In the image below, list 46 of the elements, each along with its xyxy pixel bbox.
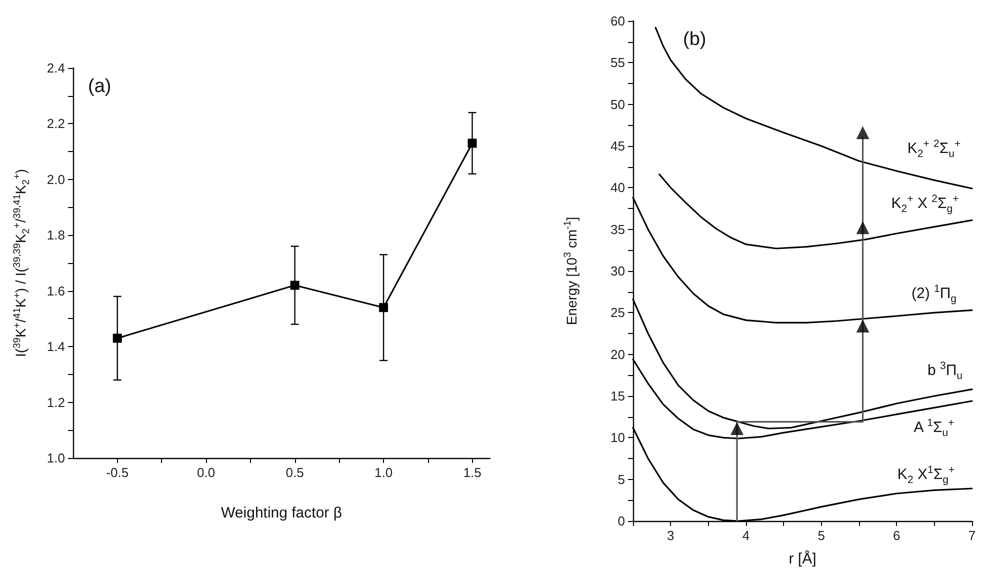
y-tick-label: 1.2 [46, 394, 65, 410]
y-tick-label: 1.6 [46, 283, 65, 298]
x-tick-label: 4 [742, 528, 750, 543]
x-axis-title: r [Å] [788, 550, 816, 568]
point [290, 280, 300, 290]
y-tick-label: 0 [618, 514, 625, 528]
y-tick-label: 20 [610, 346, 625, 362]
point [856, 126, 870, 140]
y-tick-label: 30 [610, 264, 625, 278]
y-tick-label: 2.4 [46, 60, 65, 76]
point [112, 334, 122, 343]
x-tick-label: 5 [818, 528, 825, 543]
annotation: (2) $^{1}$Π$_{g}$ [911, 283, 957, 305]
x-tick-label: 6 [893, 528, 900, 543]
x-tick-label: 0.0 [197, 465, 216, 480]
point [379, 303, 388, 312]
y-tick-label: 10 [610, 430, 625, 446]
point [730, 422, 744, 435]
x-tick-label: 3 [667, 528, 674, 543]
x-tick-label: 7 [968, 528, 976, 543]
point [856, 221, 870, 234]
y-tick-label: 55 [610, 55, 625, 70]
y-tick-label: 35 [610, 222, 625, 237]
y-tick-label: 1.4 [46, 339, 65, 354]
annotation: b $^{3}$Π$_{u}$ [927, 360, 963, 382]
y-tick-label: 1.0 [46, 450, 65, 466]
y-tick-label: 1.8 [46, 228, 65, 243]
point [856, 320, 870, 332]
line-series [658, 174, 973, 250]
line-series [654, 26, 973, 190]
point [468, 138, 477, 148]
x-axis-title: Weighting factor β [221, 504, 342, 522]
y-tick-label: 45 [610, 138, 625, 154]
y-tick-label: 40 [610, 180, 625, 196]
chart-title: (b) [683, 29, 706, 51]
chart-title: (a) [88, 76, 112, 98]
y-tick-label: 60 [610, 14, 625, 28]
x-tick-label: 1.0 [374, 465, 393, 480]
x-tick-label: 1.5 [463, 465, 482, 480]
y-tick-label: 25 [610, 305, 625, 320]
y-tick-label: 50 [610, 96, 625, 112]
y-tick-label: 2.0 [46, 172, 65, 187]
x-tick-label: 0.5 [286, 465, 304, 480]
y-tick-label: 15 [610, 388, 625, 404]
y-tick-label: 2.2 [46, 116, 65, 132]
x-tick-label: -0.5 [106, 465, 129, 480]
